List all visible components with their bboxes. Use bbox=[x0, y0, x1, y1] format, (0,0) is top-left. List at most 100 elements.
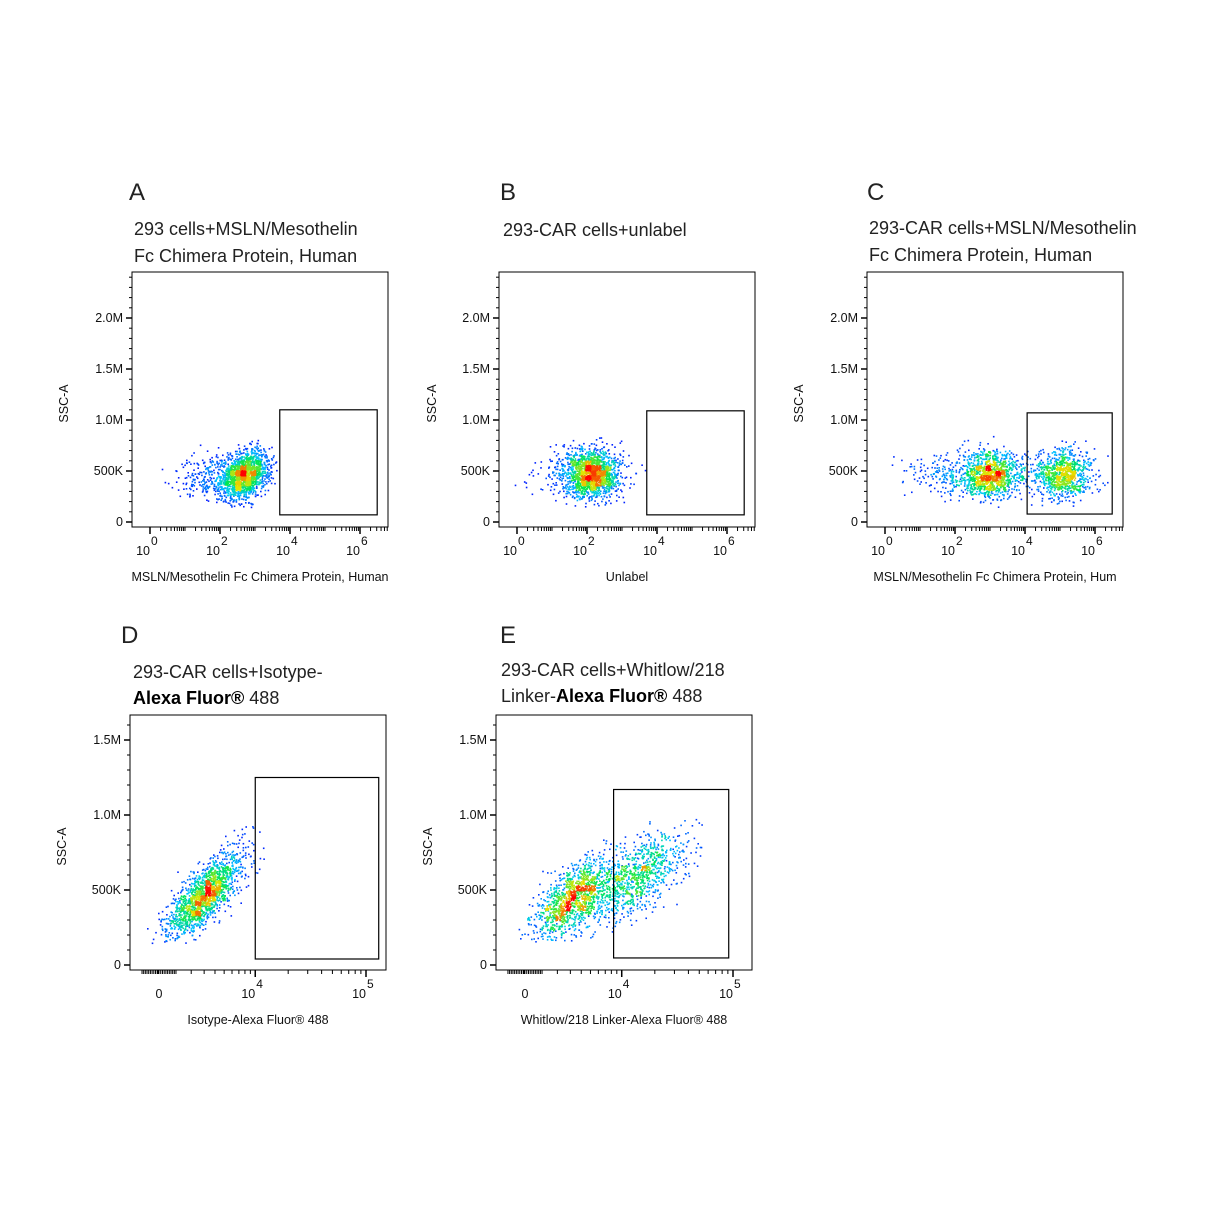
event-dot bbox=[1061, 462, 1064, 465]
event-dot bbox=[242, 484, 245, 487]
event-dot bbox=[565, 492, 567, 495]
event-dot bbox=[1018, 477, 1020, 479]
event-dot bbox=[240, 476, 242, 479]
event-dot bbox=[241, 491, 243, 494]
event-dot bbox=[574, 458, 577, 460]
event-dot bbox=[210, 462, 213, 464]
event-dot bbox=[594, 479, 596, 482]
event-dot bbox=[247, 474, 249, 476]
event-dot bbox=[236, 488, 239, 490]
event-dot bbox=[193, 485, 196, 487]
event-dot bbox=[1058, 448, 1061, 451]
event-dot bbox=[215, 490, 217, 493]
event-dot bbox=[192, 475, 195, 477]
event-dot bbox=[584, 490, 587, 492]
event-dot bbox=[946, 478, 949, 481]
event-dot bbox=[1077, 490, 1080, 492]
event-dot bbox=[559, 476, 562, 478]
event-dot bbox=[241, 474, 243, 477]
event-dot bbox=[1054, 487, 1057, 490]
event-dot bbox=[250, 477, 253, 480]
event-dot bbox=[247, 465, 250, 468]
event-dot bbox=[596, 485, 598, 487]
event-dot bbox=[582, 493, 585, 496]
event-dot bbox=[238, 474, 241, 477]
event-dot bbox=[586, 456, 589, 458]
event-dot bbox=[591, 471, 593, 474]
event-dot bbox=[1030, 480, 1033, 482]
event-dot bbox=[1058, 463, 1060, 466]
event-dot bbox=[955, 481, 958, 483]
event-dot bbox=[595, 462, 598, 465]
event-dot bbox=[227, 459, 229, 461]
event-dot bbox=[604, 480, 607, 482]
event-dot bbox=[230, 499, 232, 501]
event-dot bbox=[1056, 462, 1059, 464]
event-dot bbox=[1034, 474, 1037, 476]
event-dot bbox=[589, 458, 592, 461]
event-dot bbox=[586, 494, 588, 497]
event-dot bbox=[571, 470, 574, 472]
event-dot bbox=[597, 471, 600, 474]
event-dot bbox=[593, 450, 595, 452]
event-dot bbox=[586, 486, 589, 489]
event-dot bbox=[239, 470, 242, 473]
event-dot bbox=[264, 478, 266, 480]
event-dot bbox=[201, 459, 204, 462]
event-dot bbox=[228, 480, 230, 483]
event-dot bbox=[1084, 460, 1086, 463]
event-dot bbox=[225, 470, 228, 473]
event-dot bbox=[1012, 466, 1014, 468]
event-dot bbox=[1014, 480, 1017, 482]
event-dot bbox=[1053, 489, 1056, 492]
event-dot bbox=[203, 480, 205, 482]
event-dot bbox=[585, 468, 587, 471]
event-dot bbox=[247, 491, 250, 494]
event-dot bbox=[1037, 456, 1039, 459]
event-dot bbox=[264, 466, 267, 469]
event-dot bbox=[978, 473, 981, 475]
event-dot bbox=[259, 475, 261, 478]
event-dot bbox=[571, 469, 573, 472]
event-dot bbox=[1005, 454, 1008, 457]
event-dot bbox=[956, 462, 958, 464]
event-dot bbox=[587, 472, 589, 474]
event-dot bbox=[235, 477, 238, 480]
event-dot bbox=[236, 458, 239, 461]
event-dot bbox=[596, 459, 599, 462]
event-dot bbox=[257, 469, 260, 471]
event-dot bbox=[253, 484, 256, 486]
event-dot bbox=[1074, 454, 1077, 456]
event-dot bbox=[559, 460, 562, 463]
event-dot bbox=[555, 472, 558, 475]
event-dot bbox=[255, 447, 258, 449]
event-dot bbox=[246, 488, 248, 491]
event-dot bbox=[582, 464, 584, 466]
gate-rectangle[interactable] bbox=[279, 409, 378, 516]
event-dot bbox=[232, 468, 235, 471]
event-dot bbox=[1055, 454, 1058, 456]
event-dot bbox=[959, 469, 961, 471]
event-dot bbox=[571, 466, 573, 468]
event-dot bbox=[1046, 458, 1049, 461]
event-dot bbox=[561, 465, 564, 468]
event-dot bbox=[566, 473, 568, 476]
event-dot bbox=[567, 483, 570, 485]
event-dot bbox=[599, 480, 602, 483]
event-dot bbox=[1079, 489, 1081, 492]
event-dot bbox=[597, 470, 599, 472]
gate-rectangle[interactable] bbox=[646, 410, 745, 516]
event-dot bbox=[1079, 472, 1082, 475]
event-dot bbox=[262, 468, 265, 471]
event-dot bbox=[231, 471, 234, 474]
event-dot bbox=[217, 484, 220, 487]
event-dot bbox=[249, 463, 252, 465]
event-dot bbox=[1071, 492, 1073, 494]
event-dot bbox=[593, 490, 596, 492]
event-dot bbox=[984, 496, 987, 499]
event-dot bbox=[1007, 470, 1010, 473]
event-dot bbox=[226, 478, 229, 481]
event-dot bbox=[226, 467, 228, 470]
event-dot bbox=[592, 481, 594, 484]
event-dot bbox=[594, 471, 597, 474]
